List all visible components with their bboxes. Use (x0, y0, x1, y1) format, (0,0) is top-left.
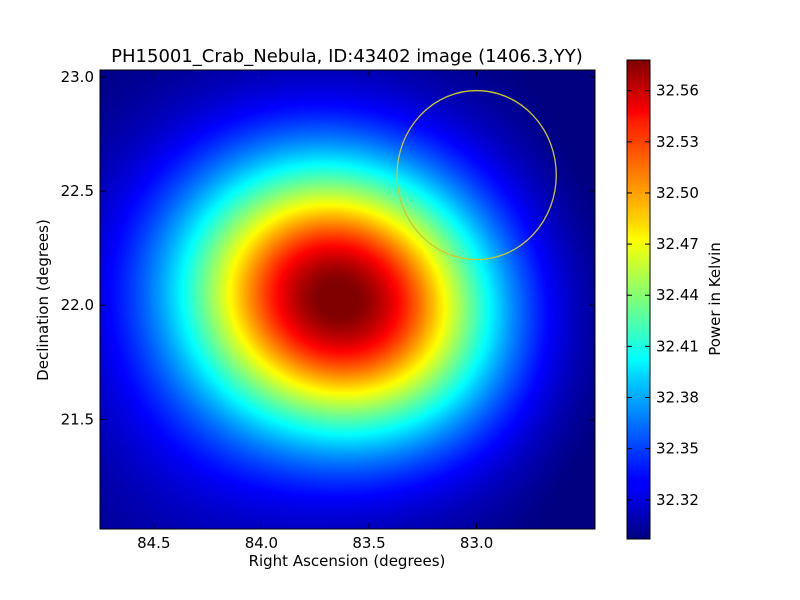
colorbar-label: Power in Kelvin (706, 242, 724, 356)
colorbar-tick-label: 32.50 (656, 184, 699, 202)
colorbar-tick-label: 32.56 (656, 82, 699, 100)
plot-frame (99, 69, 596, 530)
x-tick-label: 83.0 (460, 534, 493, 552)
colorbar-frame (626, 59, 651, 540)
colorbar-tick-label: 32.44 (656, 286, 699, 304)
heatmap-image (100, 70, 595, 529)
x-tick-label: 83.5 (352, 534, 385, 552)
colorbar-tick-label: 32.38 (656, 389, 699, 407)
chart-title: PH15001_Crab_Nebula, ID:43402 image (140… (111, 46, 583, 67)
colorbar-tick-label: 32.35 (656, 440, 699, 458)
y-axis-ticks: 21.5 22.0 22.5 23.0 (61, 68, 595, 428)
colorbar-tick-label: 32.41 (656, 337, 699, 355)
x-axis-label: Right Ascension (degrees) (249, 552, 446, 570)
y-axis-label: Declination (degrees) (34, 219, 52, 381)
circle-marker (396, 89, 557, 261)
colorbar-tick-label: 32.32 (656, 491, 699, 509)
colorbar-tick-label: 32.47 (656, 235, 699, 253)
y-tick-label: 22.0 (61, 296, 94, 314)
colorbar-tick-label: 32.53 (656, 133, 699, 151)
y-tick-label: 22.5 (61, 182, 94, 200)
y-tick-label: 23.0 (61, 68, 94, 86)
x-axis-ticks: 84.5 84.0 83.5 83.0 (137, 70, 493, 552)
x-tick-label: 84.0 (245, 534, 278, 552)
heatmap-area (100, 70, 595, 529)
colorbar-ticks: 32.32 32.35 32.38 32.41 32.44 32.47 32.50 32.53… (627, 82, 699, 509)
colorbar: 32.32 32.35 32.38 32.41 32.44 32.47 32.50 32.53… (626, 59, 724, 540)
y-tick-label: 21.5 (61, 410, 94, 428)
colorbar-fill (627, 60, 650, 539)
x-tick-label: 84.5 (137, 534, 170, 552)
